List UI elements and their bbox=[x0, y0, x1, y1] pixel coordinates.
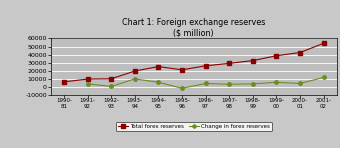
Line: Change in forex reserves: Change in forex reserves bbox=[86, 76, 325, 90]
Change in forex reserves bbox=[227, 83, 231, 85]
Total forex reserves bbox=[298, 52, 302, 53]
Total forex reserves bbox=[180, 69, 184, 71]
Change in forex reserves bbox=[298, 83, 302, 84]
Change in forex reserves bbox=[251, 83, 255, 85]
Total forex reserves bbox=[62, 81, 66, 83]
Title: Chart 1: Foreign exchange reserves
($ million): Chart 1: Foreign exchange reserves ($ mi… bbox=[122, 18, 266, 38]
Change in forex reserves bbox=[156, 81, 160, 83]
Change in forex reserves bbox=[274, 81, 278, 83]
Total forex reserves bbox=[156, 66, 160, 67]
Legend: Total forex reserves, Change in forex reserves: Total forex reserves, Change in forex re… bbox=[116, 122, 272, 131]
Change in forex reserves bbox=[204, 83, 208, 84]
Total forex reserves bbox=[227, 62, 231, 64]
Total forex reserves bbox=[133, 70, 137, 72]
Total forex reserves bbox=[204, 65, 208, 67]
Change in forex reserves bbox=[133, 78, 137, 80]
Change in forex reserves bbox=[109, 86, 113, 87]
Total forex reserves bbox=[86, 78, 90, 80]
Change in forex reserves bbox=[322, 77, 326, 78]
Total forex reserves bbox=[251, 60, 255, 61]
Change in forex reserves bbox=[86, 83, 90, 85]
Total forex reserves bbox=[109, 78, 113, 80]
Change in forex reserves bbox=[180, 87, 184, 89]
Total forex reserves bbox=[322, 42, 326, 44]
Total forex reserves bbox=[274, 55, 278, 57]
Line: Total forex reserves: Total forex reserves bbox=[62, 42, 325, 84]
